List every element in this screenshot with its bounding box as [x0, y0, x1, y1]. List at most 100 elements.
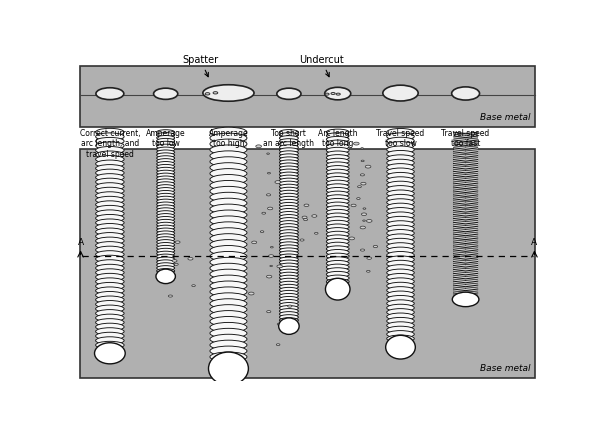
- Ellipse shape: [280, 312, 298, 317]
- Ellipse shape: [157, 144, 175, 149]
- Ellipse shape: [280, 239, 298, 244]
- Ellipse shape: [387, 273, 414, 281]
- Ellipse shape: [326, 158, 349, 164]
- Ellipse shape: [210, 352, 247, 362]
- Ellipse shape: [210, 257, 247, 267]
- Ellipse shape: [157, 257, 175, 262]
- Ellipse shape: [157, 263, 175, 268]
- Ellipse shape: [387, 330, 414, 338]
- Ellipse shape: [280, 157, 298, 162]
- Ellipse shape: [387, 199, 414, 206]
- Ellipse shape: [278, 318, 299, 334]
- Ellipse shape: [174, 263, 178, 265]
- Ellipse shape: [157, 211, 175, 215]
- Ellipse shape: [314, 232, 318, 234]
- Ellipse shape: [175, 241, 180, 244]
- Ellipse shape: [280, 263, 298, 268]
- Ellipse shape: [387, 168, 414, 175]
- Text: Amperage
too low: Amperage too low: [146, 129, 185, 148]
- Ellipse shape: [262, 212, 266, 214]
- Ellipse shape: [95, 278, 124, 285]
- Ellipse shape: [95, 343, 125, 364]
- Ellipse shape: [95, 273, 124, 281]
- Ellipse shape: [157, 164, 175, 169]
- Ellipse shape: [387, 186, 414, 193]
- Ellipse shape: [95, 228, 124, 235]
- Ellipse shape: [95, 183, 124, 190]
- Ellipse shape: [96, 88, 124, 100]
- Ellipse shape: [387, 229, 414, 237]
- Text: Correct current,
arc length, and
travel speed: Correct current, arc length, and travel …: [80, 129, 140, 159]
- Ellipse shape: [452, 87, 479, 100]
- Ellipse shape: [95, 314, 124, 322]
- Ellipse shape: [280, 300, 298, 304]
- Ellipse shape: [326, 279, 349, 285]
- Ellipse shape: [387, 291, 414, 298]
- Ellipse shape: [349, 237, 355, 240]
- Ellipse shape: [387, 159, 414, 166]
- Ellipse shape: [95, 196, 124, 204]
- Ellipse shape: [210, 169, 247, 178]
- Ellipse shape: [210, 299, 247, 309]
- Ellipse shape: [277, 344, 280, 345]
- Ellipse shape: [210, 210, 247, 220]
- Ellipse shape: [387, 269, 414, 276]
- Ellipse shape: [280, 281, 298, 286]
- Ellipse shape: [157, 199, 175, 204]
- Ellipse shape: [210, 281, 247, 291]
- Ellipse shape: [387, 256, 414, 263]
- Ellipse shape: [157, 182, 175, 187]
- Ellipse shape: [95, 155, 124, 163]
- Ellipse shape: [210, 228, 247, 238]
- Ellipse shape: [358, 186, 361, 187]
- Ellipse shape: [387, 318, 414, 325]
- Ellipse shape: [95, 201, 124, 208]
- Ellipse shape: [280, 202, 298, 208]
- Ellipse shape: [95, 223, 124, 231]
- Ellipse shape: [210, 334, 247, 344]
- Ellipse shape: [361, 182, 366, 185]
- Ellipse shape: [157, 208, 175, 213]
- Ellipse shape: [387, 238, 414, 246]
- Ellipse shape: [365, 165, 371, 168]
- Ellipse shape: [280, 242, 298, 247]
- Polygon shape: [326, 132, 349, 285]
- Ellipse shape: [326, 275, 349, 281]
- Ellipse shape: [156, 269, 175, 284]
- Ellipse shape: [387, 313, 414, 320]
- Ellipse shape: [361, 160, 364, 162]
- Ellipse shape: [280, 251, 298, 256]
- Ellipse shape: [210, 139, 247, 149]
- Ellipse shape: [157, 268, 175, 273]
- Ellipse shape: [280, 315, 298, 320]
- Ellipse shape: [210, 328, 247, 338]
- Ellipse shape: [280, 142, 298, 147]
- Ellipse shape: [367, 270, 370, 272]
- Ellipse shape: [275, 181, 281, 184]
- Ellipse shape: [280, 245, 298, 250]
- Ellipse shape: [452, 292, 479, 307]
- Ellipse shape: [326, 169, 349, 175]
- Ellipse shape: [95, 137, 124, 145]
- Ellipse shape: [326, 195, 349, 201]
- Ellipse shape: [210, 163, 247, 172]
- Ellipse shape: [326, 184, 349, 190]
- Ellipse shape: [210, 151, 247, 160]
- Ellipse shape: [157, 243, 175, 247]
- Polygon shape: [387, 132, 414, 343]
- Ellipse shape: [387, 163, 414, 171]
- Polygon shape: [454, 132, 478, 297]
- Ellipse shape: [95, 133, 124, 140]
- Ellipse shape: [280, 184, 298, 189]
- Ellipse shape: [95, 332, 124, 340]
- Ellipse shape: [157, 254, 175, 259]
- Ellipse shape: [280, 227, 298, 232]
- Ellipse shape: [210, 269, 247, 279]
- Ellipse shape: [95, 269, 124, 276]
- Ellipse shape: [387, 172, 414, 180]
- Ellipse shape: [326, 224, 349, 230]
- Ellipse shape: [280, 318, 298, 323]
- Ellipse shape: [326, 176, 349, 182]
- Ellipse shape: [95, 192, 124, 199]
- Ellipse shape: [280, 257, 298, 262]
